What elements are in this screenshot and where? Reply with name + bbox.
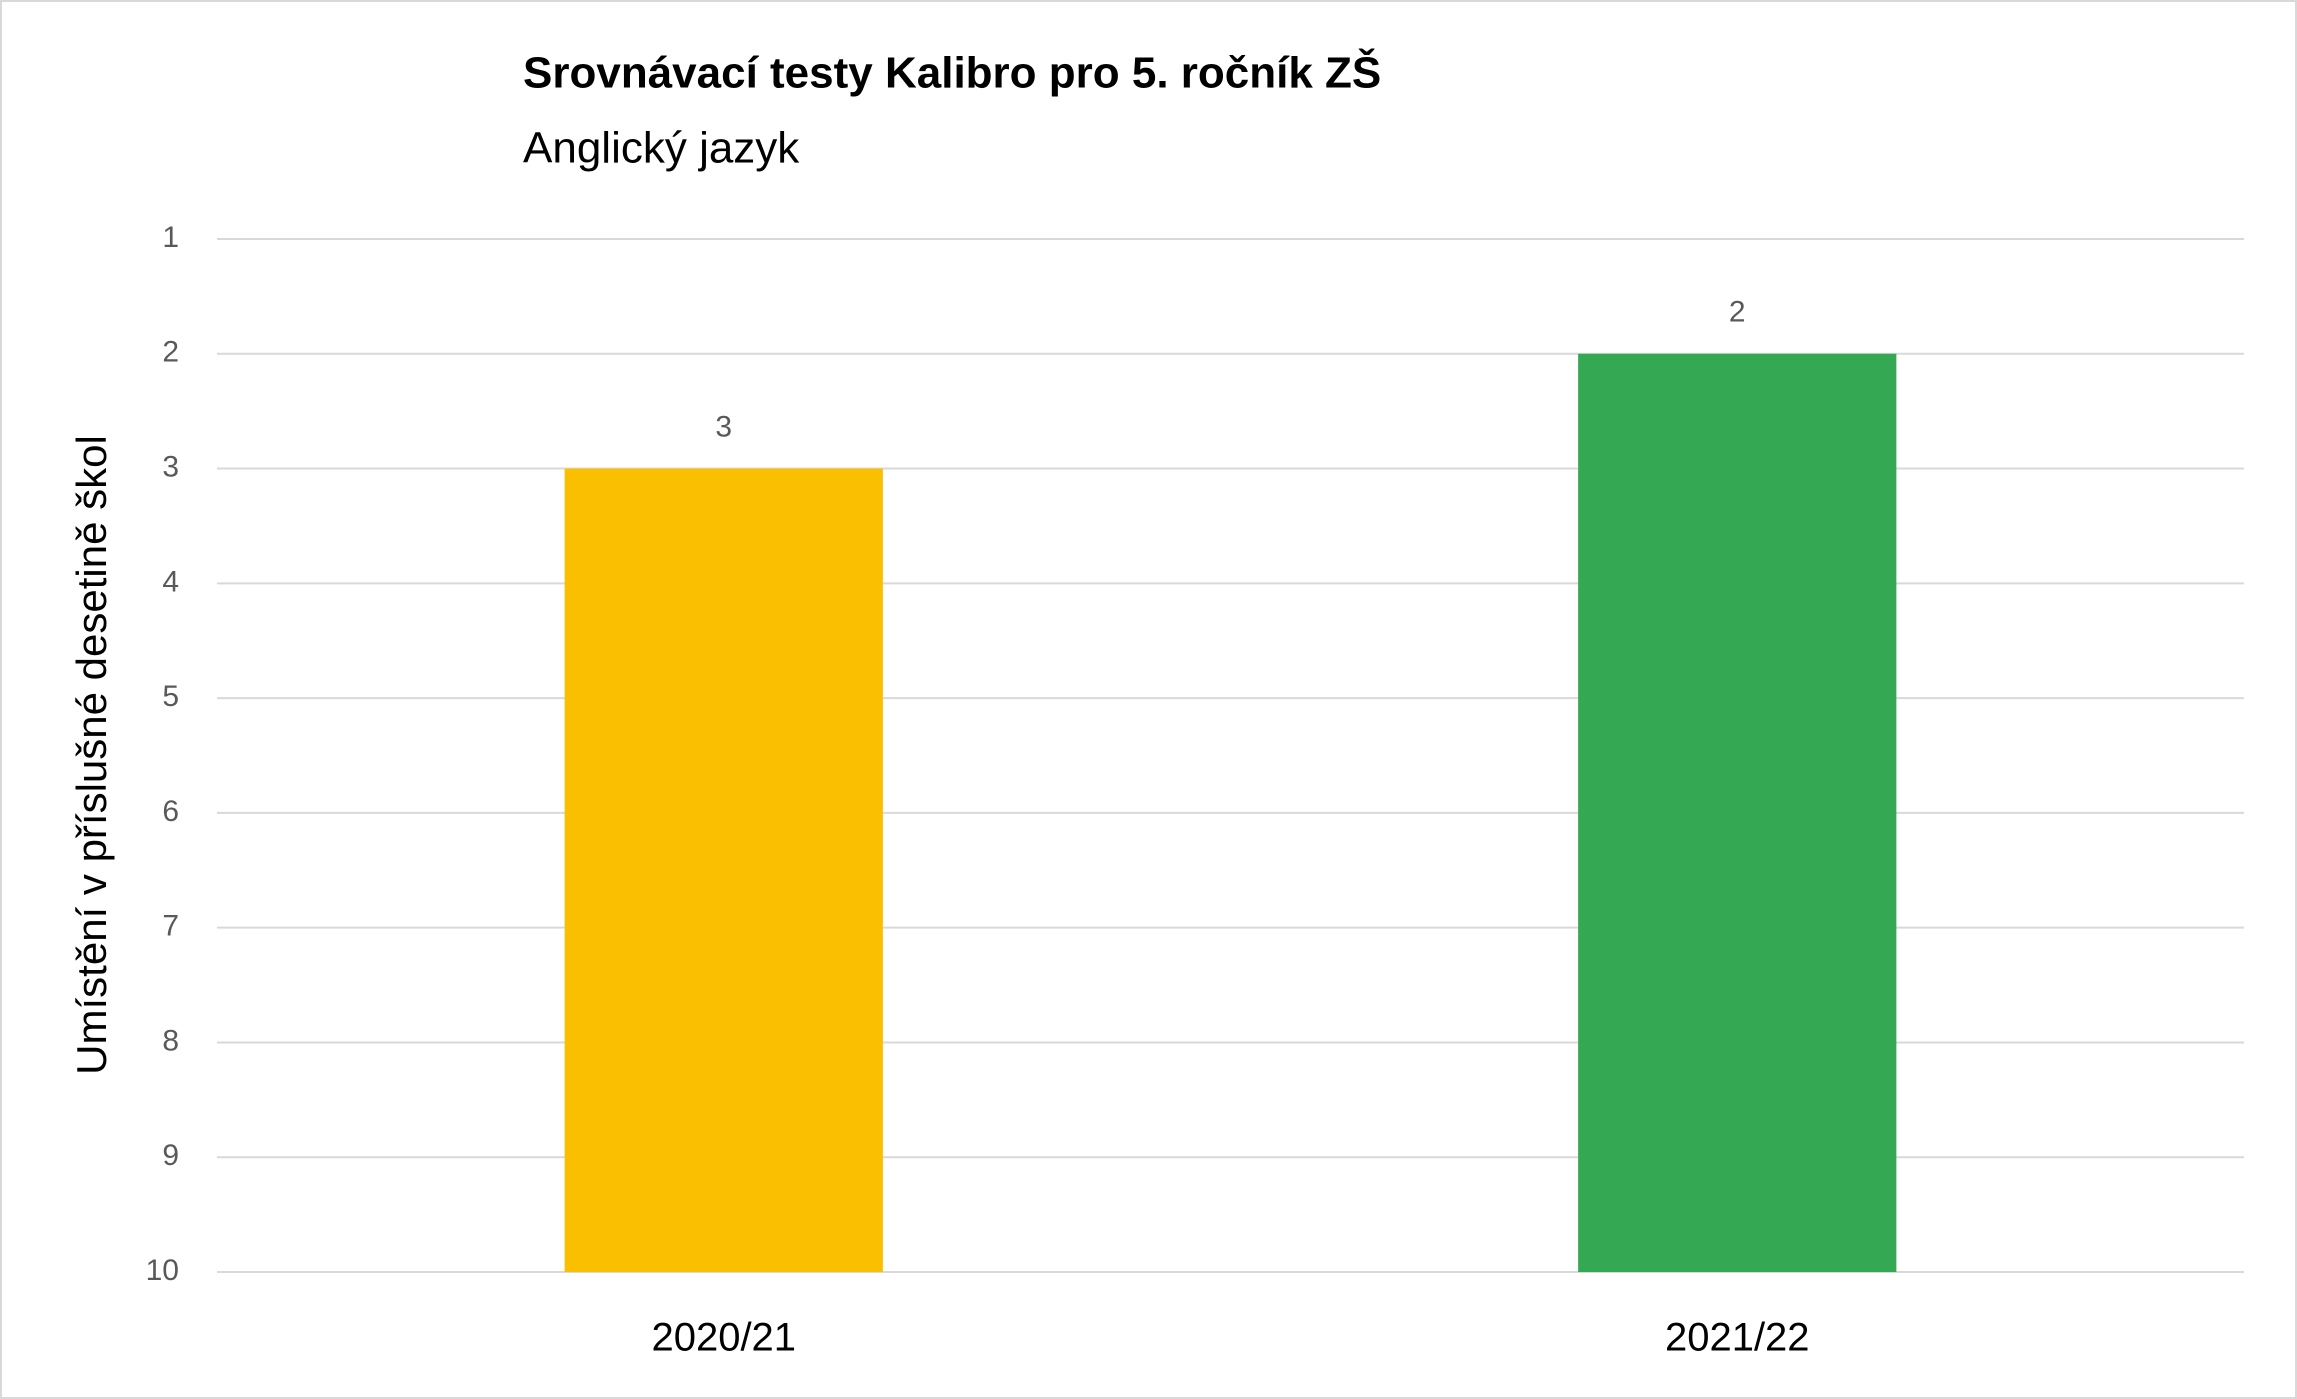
bar xyxy=(564,468,883,1272)
x-tick-label: 2021/22 xyxy=(1665,1316,1810,1360)
bar xyxy=(1578,353,1897,1272)
y-tick-label: 9 xyxy=(162,1139,179,1172)
chart-title: Srovnávací testy Kalibro pro 5. ročník Z… xyxy=(523,47,1381,98)
y-tick-label: 6 xyxy=(162,795,179,828)
y-tick-label: 4 xyxy=(162,565,179,598)
x-tick-label: 2020/21 xyxy=(651,1316,796,1360)
y-tick-label: 8 xyxy=(162,1024,179,1057)
y-tick-label: 2 xyxy=(162,336,179,369)
chart-subtitle: Anglický jazyk xyxy=(523,124,800,173)
y-tick-label: 5 xyxy=(162,680,179,713)
y-axis-label: Umístění v příslušné desetině škol xyxy=(68,435,115,1075)
y-tick-label: 3 xyxy=(162,450,179,483)
data-label: 2 xyxy=(1729,296,1746,329)
y-tick-label: 1 xyxy=(162,221,179,254)
y-tick-label: 7 xyxy=(162,910,179,943)
data-label: 3 xyxy=(715,410,732,443)
y-tick-label: 10 xyxy=(146,1254,179,1287)
